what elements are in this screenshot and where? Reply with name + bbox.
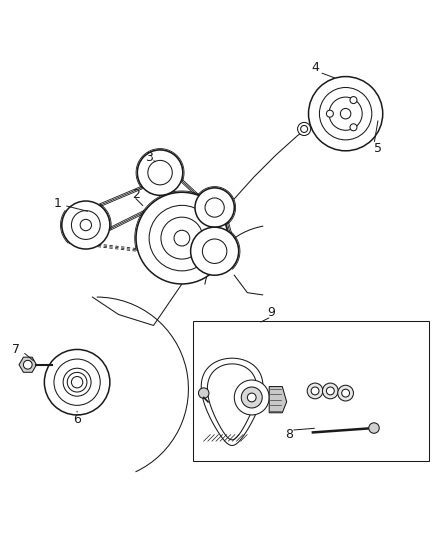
- Polygon shape: [19, 357, 36, 372]
- Circle shape: [191, 227, 239, 275]
- Circle shape: [136, 192, 228, 284]
- Circle shape: [80, 220, 92, 231]
- Circle shape: [174, 230, 190, 246]
- Circle shape: [247, 393, 256, 402]
- Text: 7: 7: [12, 343, 20, 356]
- Text: 5: 5: [374, 142, 382, 155]
- Circle shape: [340, 108, 351, 119]
- Text: 2: 2: [132, 188, 140, 201]
- Circle shape: [297, 123, 311, 135]
- Circle shape: [195, 188, 234, 227]
- Circle shape: [326, 110, 333, 117]
- Circle shape: [62, 201, 110, 249]
- Circle shape: [322, 383, 338, 399]
- Circle shape: [350, 96, 357, 103]
- Circle shape: [198, 388, 209, 398]
- Text: 3: 3: [145, 151, 153, 164]
- Circle shape: [369, 423, 379, 433]
- Circle shape: [307, 383, 323, 399]
- Text: 1: 1: [53, 197, 61, 209]
- Circle shape: [241, 387, 262, 408]
- Circle shape: [44, 350, 110, 415]
- Polygon shape: [269, 386, 287, 413]
- Text: 9: 9: [268, 306, 276, 319]
- Text: 8: 8: [285, 428, 293, 441]
- Circle shape: [23, 360, 32, 369]
- Text: 4: 4: [311, 61, 319, 74]
- Circle shape: [71, 376, 83, 388]
- Circle shape: [138, 150, 183, 195]
- Circle shape: [300, 125, 307, 133]
- Circle shape: [311, 387, 319, 395]
- Circle shape: [308, 77, 383, 151]
- Circle shape: [338, 385, 353, 401]
- Bar: [193, 321, 428, 461]
- Circle shape: [350, 124, 357, 131]
- Circle shape: [329, 97, 362, 130]
- Circle shape: [234, 380, 269, 415]
- Circle shape: [326, 387, 334, 395]
- Text: 6: 6: [73, 413, 81, 426]
- Circle shape: [342, 389, 350, 397]
